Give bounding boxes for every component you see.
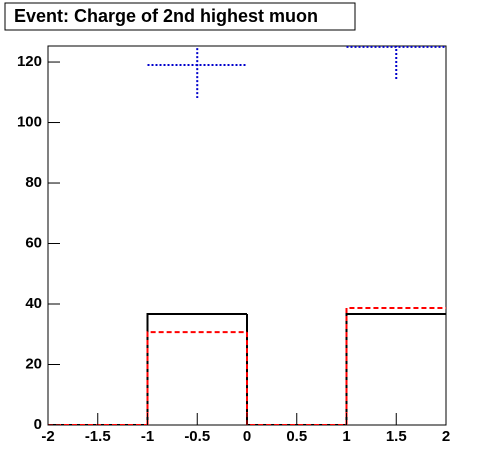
- chart-title: Event: Charge of 2nd highest muon: [14, 6, 318, 26]
- x-tick-label: -1.5: [85, 428, 111, 445]
- x-tick-label: 1: [342, 428, 350, 445]
- x-tick-label: 0: [243, 428, 251, 445]
- y-tick-label: 120: [17, 53, 42, 70]
- y-tick-label: 40: [25, 295, 42, 312]
- y-tick-label: 20: [25, 355, 42, 372]
- x-tick-label: 1.5: [386, 428, 407, 445]
- histogram-bin: [345, 312, 446, 425]
- x-tick-label: 2: [442, 428, 450, 445]
- y-tick-label: 0: [34, 416, 42, 433]
- y-tick-label: 60: [25, 234, 42, 251]
- x-tick-label: -0.5: [184, 428, 210, 445]
- y-tick-label: 100: [17, 113, 42, 130]
- error-bar: [346, 46, 446, 81]
- histogram-bin: [146, 331, 247, 425]
- title-box: [4, 2, 356, 31]
- error-bar: [147, 46, 247, 99]
- x-tick-label: -2: [41, 428, 54, 445]
- plot-area: [48, 46, 446, 425]
- y-tick-label: 80: [25, 174, 42, 191]
- x-tick-label: -1: [141, 428, 154, 445]
- x-tick-label: 0.5: [286, 428, 307, 445]
- histogram-bin: [146, 312, 247, 425]
